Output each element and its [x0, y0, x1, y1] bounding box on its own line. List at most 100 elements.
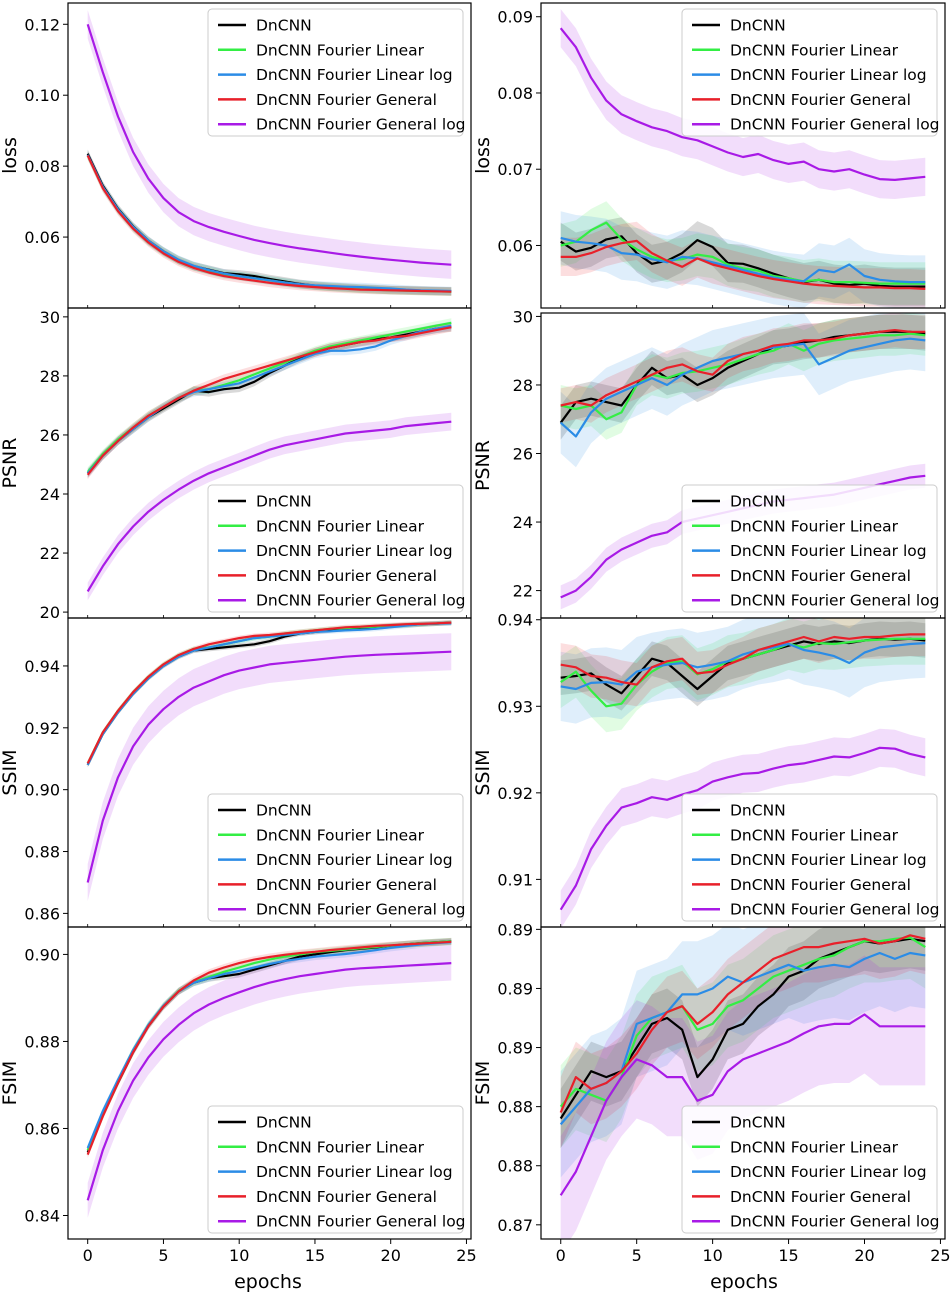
y-tick-label: 26 [40, 426, 60, 445]
panel-frame [540, 2, 946, 309]
plot-area [86, 620, 452, 901]
band-dncnn-fourier-linear [560, 618, 926, 733]
line-dncnn-fourier-general-log [559, 1013, 926, 1196]
legend-label: DnCNN Fourier General [730, 91, 911, 109]
line-dncnn-fourier-general [86, 621, 452, 764]
legend-label: DnCNN [730, 17, 786, 35]
band-dncnn [560, 927, 926, 1148]
x-tick-label: 10 [229, 1246, 249, 1265]
y-tick-label: 0.94 [24, 657, 60, 676]
line-dncnn-fourier-linear-log [86, 154, 452, 293]
legend-label: DnCNN Fourier Linear [256, 517, 425, 535]
line-dncnn-fourier-general [560, 239, 926, 290]
y-tick-label: 0.88 [497, 1157, 533, 1176]
line-dncnn-fourier-general-log [86, 23, 452, 266]
y-tick-label: 0.84 [24, 1207, 60, 1226]
plot-area [559, 9, 926, 308]
y-tick-label: 20 [40, 603, 60, 622]
panel-left-loss: 0.06 0.08 0.10 0.12 loss DnCNN DnCNN Fourier L… [0, 2, 472, 309]
y-tick-label: 0.06 [497, 236, 533, 255]
y-tick-label: 0.89 [497, 979, 533, 998]
legend-label: DnCNN Fourier General [730, 567, 911, 585]
band-dncnn-fourier-general [87, 322, 452, 480]
y-tick-label: 30 [513, 307, 533, 326]
legend-label: DnCNN Fourier General log [730, 592, 940, 610]
legend-label: DnCNN Fourier General log [256, 1213, 466, 1231]
y-tick-label: 0.86 [24, 1119, 60, 1138]
y-tick-label: 0.92 [497, 784, 533, 803]
y-tick-label: 0.09 [497, 8, 533, 27]
line-dncnn-fourier-linear [560, 332, 926, 421]
y-tick-label: 0.88 [24, 843, 60, 862]
x-tick-label: 5 [632, 1246, 642, 1265]
legend-box [681, 8, 938, 137]
legend: DnCNN DnCNN Fourier Linear DnCNN Fourier L… [207, 484, 466, 613]
line-dncnn-fourier-general-log [86, 420, 452, 592]
legend-label: DnCNN Fourier Linear [730, 517, 899, 535]
y-tick-label: 24 [40, 485, 60, 504]
legend-label: DnCNN [256, 493, 312, 511]
y-tick-label: 22 [40, 544, 60, 563]
legend: DnCNN DnCNN Fourier Linear DnCNN Fourier L… [681, 8, 940, 137]
line-dncnn-fourier-linear-log [86, 324, 452, 475]
legend-label: DnCNN Fourier Linear log [256, 542, 453, 560]
panel-frame [67, 926, 472, 1240]
y-axis-label: FSIM [472, 1061, 494, 1106]
line-dncnn-fourier-general [559, 934, 926, 1113]
panel-right-loss: 0.06 0.07 0.08 0.09 loss DnCNN DnCNN Fourier L… [472, 2, 946, 309]
y-tick-label: 0.93 [497, 697, 533, 716]
band-dncnn-fourier-general-log [87, 633, 452, 901]
legend-label: DnCNN [256, 802, 312, 820]
legend-label: DnCNN Fourier Linear log [730, 542, 927, 560]
y-tick-label: 0.92 [24, 719, 60, 738]
plot-area [86, 318, 452, 601]
band-dncnn-fourier-linear-log [87, 321, 452, 478]
x-tick-label: 15 [778, 1246, 798, 1265]
legend-box [681, 793, 938, 922]
y-tick-label: 0.88 [497, 1098, 533, 1117]
legend-label: DnCNN Fourier Linear log [730, 1163, 927, 1181]
y-axis-label: SSIM [472, 749, 494, 795]
legend-box [207, 793, 464, 922]
plot-area [559, 927, 926, 1239]
y-tick-label: 28 [513, 376, 533, 395]
legend-label: DnCNN Fourier Linear [256, 826, 425, 844]
band-dncnn-fourier-linear-log [560, 313, 926, 468]
legend: DnCNN DnCNN Fourier Linear DnCNN Fourier L… [207, 8, 466, 137]
legend: DnCNN DnCNN Fourier Linear DnCNN Fourier L… [681, 1105, 940, 1234]
legend-label: DnCNN [730, 493, 786, 511]
legend-label: DnCNN [730, 1114, 786, 1132]
line-dncnn-fourier-general [86, 326, 452, 476]
legend-label: DnCNN Fourier General log [730, 116, 940, 134]
y-tick-label: 26 [513, 445, 533, 464]
y-axis-label: loss [0, 137, 21, 174]
band-dncnn-fourier-linear [560, 201, 926, 305]
line-dncnn-fourier-general [560, 633, 926, 686]
y-tick-label: 0.07 [497, 160, 533, 179]
y-tick-label: 0.10 [24, 86, 60, 105]
legend-box [207, 8, 464, 137]
plot-area [86, 937, 452, 1218]
legend-label: DnCNN Fourier General [256, 876, 437, 894]
legend-label: DnCNN Fourier General log [730, 1213, 940, 1231]
legend: DnCNN DnCNN Fourier Linear DnCNN Fourier L… [207, 793, 466, 922]
legend-box [207, 1105, 464, 1234]
legend-label: DnCNN Fourier General [256, 567, 437, 585]
x-tick-label: 20 [381, 1246, 401, 1265]
band-dncnn-fourier-general [560, 618, 926, 707]
legend-label: DnCNN Fourier Linear log [256, 851, 453, 869]
line-dncnn-fourier-linear [560, 221, 926, 285]
y-tick-label: 0.86 [24, 904, 60, 923]
y-axis-label: PSNR [0, 438, 21, 489]
legend-label: DnCNN Fourier Linear [256, 1138, 425, 1156]
y-tick-label: 0.90 [24, 945, 60, 964]
x-axis-label-right: epochs [710, 1271, 778, 1293]
legend-label: DnCNN Fourier Linear [730, 826, 899, 844]
band-dncnn-fourier-general [87, 938, 452, 1159]
y-tick-label: 0.08 [24, 157, 60, 176]
line-dncnn-fourier-general-log [86, 650, 452, 883]
band-dncnn-fourier-general [560, 927, 926, 1148]
